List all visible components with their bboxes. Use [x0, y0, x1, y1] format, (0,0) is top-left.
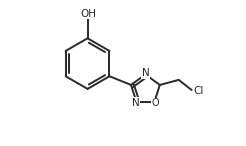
Text: O: O — [151, 98, 159, 108]
Text: OH: OH — [80, 9, 96, 19]
Text: N: N — [141, 68, 149, 78]
Text: N: N — [132, 98, 140, 108]
Text: Cl: Cl — [193, 86, 204, 96]
